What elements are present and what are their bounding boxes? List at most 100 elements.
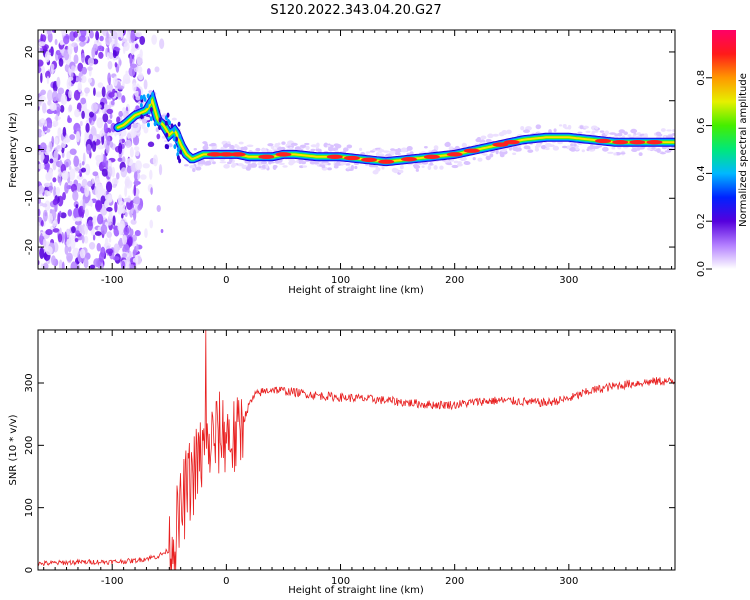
spectrogram-noise-cell	[101, 168, 108, 177]
spectrogram-noise-cell	[58, 259, 63, 269]
spectrogram-noise-cell	[38, 201, 41, 212]
spectrogram-ytick-label: 0	[24, 146, 35, 152]
spectrogram-halo-cell	[433, 145, 439, 150]
spectrogram-noise-cell	[94, 231, 102, 236]
spectrogram-noise-cell	[149, 219, 154, 229]
spectrogram-noise-cell	[96, 45, 105, 52]
spectrogram-halo-cell	[406, 152, 411, 156]
spectrogram-noise-cell	[134, 31, 143, 38]
spectrogram-noise-cell	[71, 226, 76, 234]
spectrogram-noise-cell	[88, 241, 96, 250]
spectrogram-halo-cell	[581, 149, 585, 153]
spectrogram-noise-cell	[108, 237, 112, 243]
spectrogram-halo-cell	[489, 153, 494, 158]
spectrogram-halo-cell	[512, 146, 519, 152]
spectrogram-halo-cell	[439, 165, 444, 170]
spectrogram-noise-cell	[60, 212, 67, 219]
colorbar-tick-label: 0.2	[696, 213, 707, 229]
spectrogram-xtick-label: 0	[223, 275, 229, 286]
spectrogram-halo-cell	[290, 142, 298, 146]
spectrogram-peak-cell	[275, 152, 292, 157]
snr-xtick-label: -100	[101, 576, 124, 587]
spectrogram-halo-cell	[482, 153, 488, 156]
spectrogram-noise-cell	[144, 228, 148, 239]
colorbar-tick-label: 0.6	[696, 118, 707, 134]
spectrogram-noise-cell	[72, 190, 79, 202]
spectrogram-noise-cell	[115, 91, 122, 98]
spectrogram-noise-cell	[143, 79, 148, 90]
spectrogram-noise-cell	[92, 135, 97, 143]
spectrogram-xtick-label: 200	[445, 275, 464, 286]
spectrogram-noise-cell	[114, 35, 118, 47]
spectrogram-noise-cell	[41, 153, 45, 160]
spectrogram-halo-cell	[391, 167, 398, 173]
spectrogram-noise-cell	[125, 158, 134, 166]
spectrogram-halo-cell	[536, 143, 542, 147]
spectrogram-halo-cell	[477, 157, 483, 162]
spectrogram-noise-cell	[40, 232, 43, 241]
spectrogram-noise-cell	[106, 108, 114, 115]
spectrogram-halo-cell	[627, 134, 632, 137]
spectrogram-peak-cell	[629, 139, 646, 145]
spectrogram-noise-cell	[117, 207, 123, 215]
spectrogram-noise-cell	[52, 177, 57, 183]
spectrogram-noise-cell	[62, 126, 67, 137]
spectrogram-noise-cell	[38, 185, 45, 194]
spectrogram-noise-cell	[76, 174, 84, 180]
spectrogram-halo-cell	[630, 128, 638, 134]
spectrogram-noise-cell	[43, 182, 51, 188]
spectrogram-noise-cell	[114, 201, 118, 213]
spectrogram-noise-cell	[64, 182, 69, 194]
spectrogram-xtick-label: 300	[559, 275, 578, 286]
spectrogram-halo-cell	[251, 150, 259, 153]
spectrogram-halo-cell	[237, 163, 244, 167]
spectrogram-noise-cell	[61, 170, 69, 181]
spectrogram-noise-cell	[70, 261, 78, 269]
spectrogram-noise-cell	[38, 197, 41, 204]
spectrogram-halo-cell	[238, 141, 244, 145]
spectrogram-halo-cell	[582, 125, 589, 129]
spectrogram-noise-cell	[92, 171, 99, 177]
spectrogram-noise-cell	[58, 174, 62, 186]
spectrogram-noise-cell	[117, 157, 123, 162]
spectrogram-noise-cell	[73, 54, 79, 65]
snr-ytick-label: 300	[24, 373, 35, 392]
spectrogram-halo-cell	[508, 146, 513, 151]
spectrogram-halo-cell	[299, 144, 307, 148]
spectrogram-noise-cell	[106, 207, 113, 212]
spectrogram-noise-cell	[79, 120, 83, 127]
spectrogram-halo-cell	[155, 127, 159, 133]
spectrogram-halo-cell	[651, 146, 656, 150]
spectrogram-noise-cell	[39, 247, 45, 260]
spectrogram-noise-cell	[67, 245, 72, 253]
spectrogram-halo-cell	[421, 151, 426, 154]
spectrogram-noise-cell	[38, 59, 44, 67]
spectrogram-noise-cell	[67, 115, 71, 123]
figure-title: S120.2022.343.04.20.G27	[270, 3, 441, 18]
spectrogram-noise-cell	[133, 178, 139, 187]
spectrogram-halo-cell	[197, 160, 201, 165]
spectrogram-halo-cell	[399, 165, 404, 170]
spectrogram-halo-cell	[372, 169, 379, 175]
spectrogram-halo-cell	[599, 130, 605, 133]
spectrogram-noise-cell	[81, 110, 85, 120]
colorbar-tick-label: 0.4	[696, 165, 707, 181]
spectrogram-halo-cell	[604, 130, 610, 136]
spectrogram-noise-cell	[123, 226, 130, 236]
spectrogram-noise-cell	[38, 128, 43, 138]
spectrogram-noise-cell	[129, 63, 138, 68]
spectrogram-halo-cell	[274, 142, 280, 148]
spectrogram-transition-cell	[149, 107, 153, 113]
spectrogram-halo-cell	[550, 144, 554, 148]
spectrogram-halo-cell	[534, 147, 540, 152]
spectrogram-halo-cell	[287, 145, 295, 149]
spectrogram-noise-cell	[49, 103, 57, 111]
spectrogram-noise-cell	[131, 125, 138, 138]
spectrogram-noise-cell	[80, 75, 87, 84]
spectrogram-noise-cell	[132, 82, 137, 92]
spectrogram-noise-cell	[120, 167, 128, 178]
spectrogram-noise-cell	[112, 256, 120, 261]
spectrogram-halo-cell	[314, 162, 320, 165]
spectrogram-noise-cell	[46, 76, 50, 85]
spectrogram-noise-cell	[110, 100, 115, 106]
